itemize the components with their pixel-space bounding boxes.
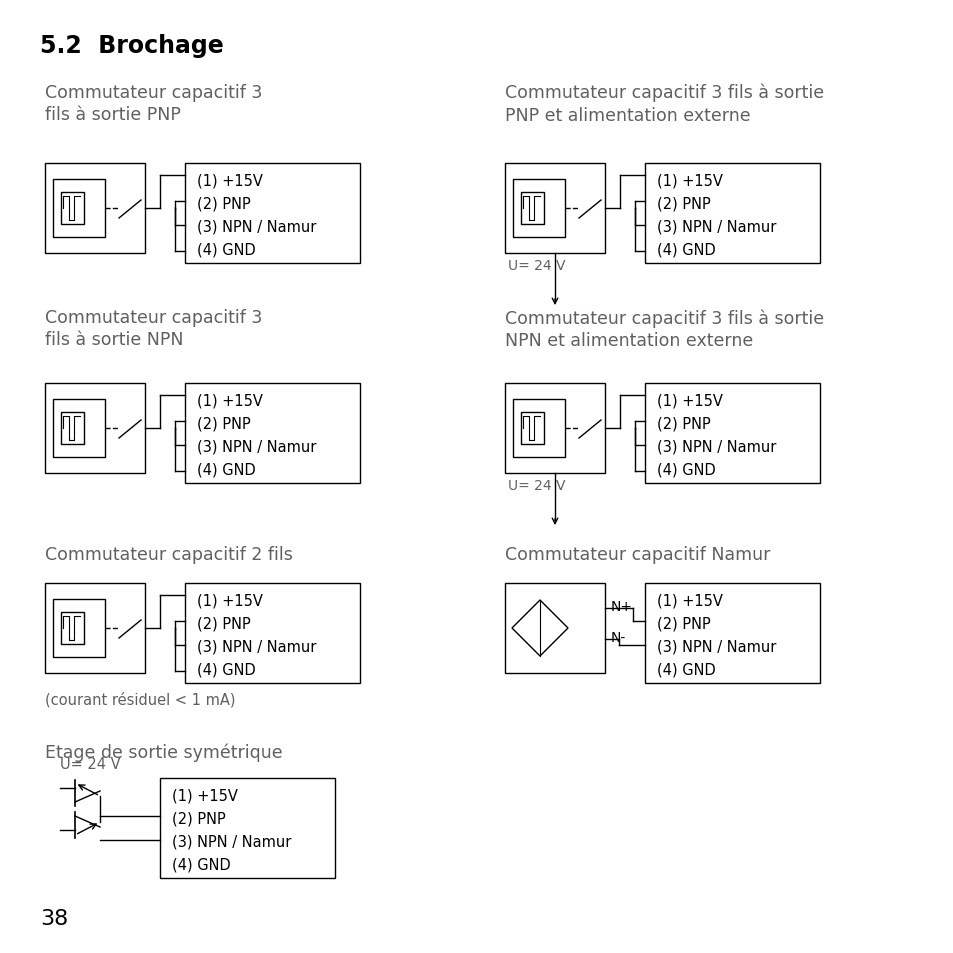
Text: Etage de sortie symétrique: Etage de sortie symétrique — [45, 743, 282, 761]
Bar — [185, 164, 359, 264]
Text: N-: N- — [610, 630, 625, 644]
Bar — [45, 583, 145, 673]
Text: (1) +15V
(2) PNP
(3) NPN / Namur
(4) GND: (1) +15V (2) PNP (3) NPN / Namur (4) GND — [657, 394, 776, 476]
Text: (1) +15V
(2) PNP
(3) NPN / Namur
(4) GND: (1) +15V (2) PNP (3) NPN / Namur (4) GND — [657, 173, 776, 257]
Bar — [53, 180, 105, 237]
Bar — [644, 164, 820, 264]
Text: U= 24 V: U= 24 V — [507, 258, 565, 273]
Text: (1) +15V
(2) PNP
(3) NPN / Namur
(4) GND: (1) +15V (2) PNP (3) NPN / Namur (4) GND — [172, 788, 291, 871]
Bar — [160, 779, 335, 878]
Text: Commutateur capacitif 3 fils à sortie
NPN et alimentation externe: Commutateur capacitif 3 fils à sortie NP… — [504, 309, 823, 350]
Text: Commutateur capacitif 3
fils à sortie PNP: Commutateur capacitif 3 fils à sortie PN… — [45, 84, 262, 124]
Bar — [644, 384, 820, 483]
Bar — [45, 384, 145, 474]
Bar — [53, 599, 105, 658]
Bar — [53, 399, 105, 457]
Text: Commutateur capacitif 2 fils: Commutateur capacitif 2 fils — [45, 545, 293, 563]
Bar — [513, 399, 564, 457]
Text: 5.2  Brochage: 5.2 Brochage — [40, 34, 224, 58]
Text: (1) +15V
(2) PNP
(3) NPN / Namur
(4) GND: (1) +15V (2) PNP (3) NPN / Namur (4) GND — [657, 594, 776, 677]
Text: (1) +15V
(2) PNP
(3) NPN / Namur
(4) GND: (1) +15V (2) PNP (3) NPN / Namur (4) GND — [196, 394, 316, 476]
Bar — [520, 193, 543, 225]
Text: 38: 38 — [40, 908, 69, 928]
Bar — [644, 583, 820, 683]
Polygon shape — [512, 600, 567, 657]
Bar — [61, 193, 84, 225]
Bar — [504, 583, 604, 673]
Bar — [185, 583, 359, 683]
Text: (1) +15V
(2) PNP
(3) NPN / Namur
(4) GND: (1) +15V (2) PNP (3) NPN / Namur (4) GND — [196, 594, 316, 677]
Text: U= 24 V: U= 24 V — [60, 757, 120, 771]
Bar — [513, 180, 564, 237]
Bar — [185, 384, 359, 483]
Text: U= 24 V: U= 24 V — [507, 478, 565, 493]
Text: Commutateur capacitif 3 fils à sortie
PNP et alimentation externe: Commutateur capacitif 3 fils à sortie PN… — [504, 84, 823, 125]
Bar — [61, 413, 84, 444]
Bar — [45, 164, 145, 253]
Text: (1) +15V
(2) PNP
(3) NPN / Namur
(4) GND: (1) +15V (2) PNP (3) NPN / Namur (4) GND — [196, 173, 316, 257]
Text: N+: N+ — [610, 599, 633, 614]
Text: Commutateur capacitif 3
fils à sortie NPN: Commutateur capacitif 3 fils à sortie NP… — [45, 309, 262, 349]
Bar — [61, 613, 84, 644]
Bar — [504, 384, 604, 474]
Bar — [504, 164, 604, 253]
Text: Commutateur capacitif Namur: Commutateur capacitif Namur — [504, 545, 770, 563]
Text: (courant résiduel < 1 mA): (courant résiduel < 1 mA) — [45, 691, 235, 707]
Bar — [520, 413, 543, 444]
